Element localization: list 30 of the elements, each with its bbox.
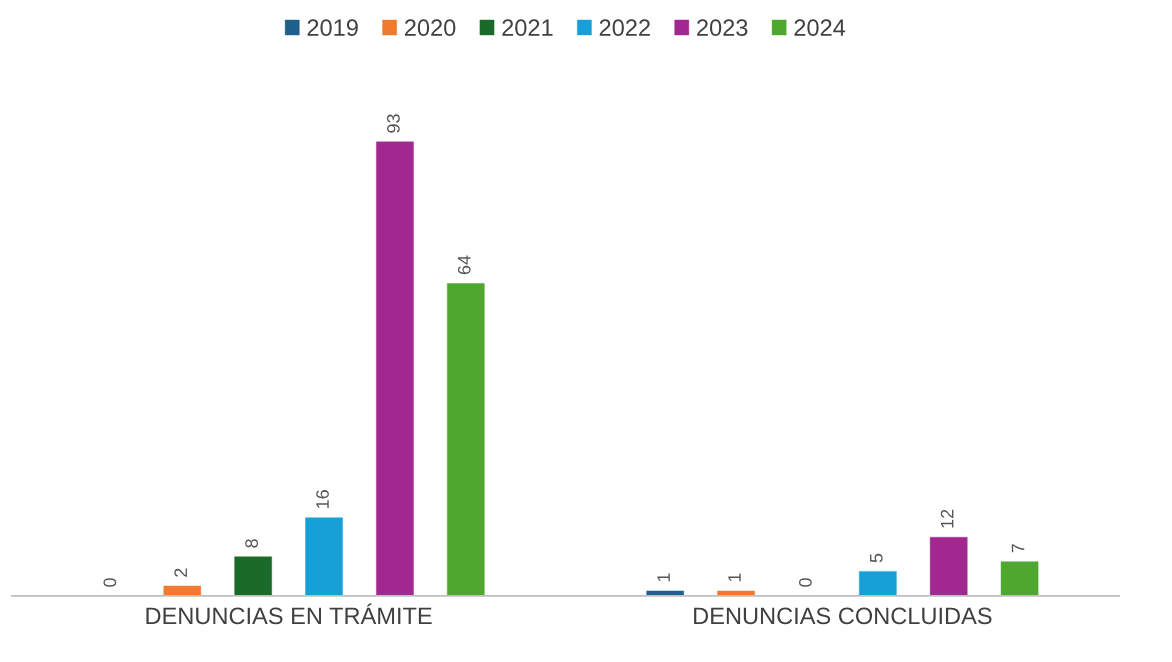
bar — [376, 141, 414, 596]
data-label: 0 — [798, 578, 812, 587]
bar — [717, 590, 755, 596]
data-label: 2 — [174, 568, 187, 577]
legend-label: 2019 — [307, 19, 358, 37]
data-label: 1 — [728, 573, 741, 582]
data-label: 5 — [870, 553, 883, 563]
x-tick-label: DENUNCIAS EN TRÁMITE — [146, 603, 432, 625]
bar — [305, 517, 343, 596]
bar — [234, 556, 272, 596]
bar — [1000, 561, 1039, 596]
legend-label: 2023 — [697, 19, 748, 37]
x-tick-label: DENUNCIAS CONCLUIDAS — [694, 607, 992, 625]
legend-label: 2020 — [404, 19, 456, 37]
bar — [163, 585, 202, 596]
data-label: 0 — [103, 578, 117, 587]
bar — [447, 283, 485, 596]
data-label: 8 — [245, 539, 259, 548]
bar — [859, 571, 897, 596]
legend-label: 2024 — [794, 19, 846, 37]
data-label: 12 — [940, 509, 954, 528]
data-label: 16 — [316, 490, 329, 508]
data-label: 1 — [657, 573, 670, 582]
legend-label: 2021 — [502, 19, 553, 37]
data-label: 93 — [386, 114, 400, 133]
bar — [646, 590, 684, 596]
bar — [929, 537, 968, 596]
data-label: 64 — [457, 255, 471, 275]
data-label: 7 — [1011, 544, 1025, 553]
legend-label: 2022 — [599, 19, 650, 37]
